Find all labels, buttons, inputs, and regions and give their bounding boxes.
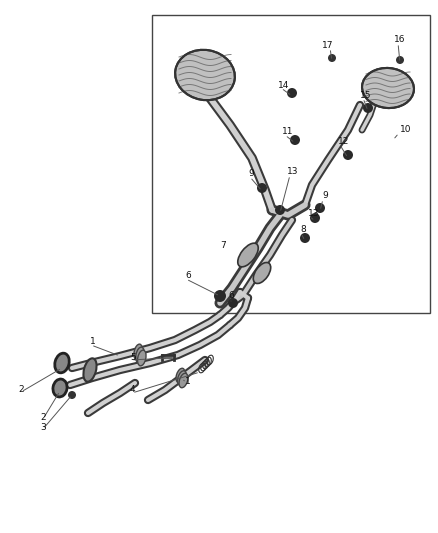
Ellipse shape [362,68,414,108]
Text: 16: 16 [394,36,406,44]
Circle shape [275,205,285,215]
Text: 1: 1 [185,376,191,385]
Ellipse shape [179,373,188,387]
Ellipse shape [55,353,69,373]
Text: 13: 13 [287,167,299,176]
Ellipse shape [138,350,146,366]
Text: 2: 2 [18,385,24,394]
Circle shape [310,213,320,223]
Text: 6: 6 [228,292,234,301]
Circle shape [68,391,76,399]
Circle shape [328,54,336,62]
Ellipse shape [83,358,96,382]
Ellipse shape [176,368,185,383]
Text: 8: 8 [300,225,306,235]
Circle shape [287,88,297,98]
Ellipse shape [53,379,67,397]
Ellipse shape [136,347,144,363]
Text: 7: 7 [220,241,226,251]
Circle shape [290,135,300,145]
Ellipse shape [177,371,187,385]
Circle shape [300,233,310,243]
Circle shape [315,203,325,213]
Text: 9: 9 [322,191,328,200]
Text: 15: 15 [360,91,371,100]
Text: 9: 9 [248,169,254,179]
Text: 2: 2 [40,413,46,422]
Ellipse shape [134,344,142,360]
Ellipse shape [175,50,235,100]
Bar [152,15,430,313]
Ellipse shape [253,262,271,284]
Text: 14: 14 [278,80,290,90]
Circle shape [363,103,373,113]
Text: 6: 6 [185,271,191,280]
Circle shape [228,298,238,308]
Circle shape [343,150,353,160]
Text: 5: 5 [130,352,136,361]
Text: 17: 17 [322,41,333,50]
Text: 13: 13 [308,208,319,217]
Circle shape [396,56,404,64]
Text: 11: 11 [282,127,293,136]
Text: 12: 12 [338,138,350,147]
Circle shape [214,290,226,302]
Text: 10: 10 [400,125,411,134]
Text: 3: 3 [40,424,46,432]
Text: 4: 4 [130,385,136,394]
Ellipse shape [238,243,258,267]
Text: 1: 1 [90,337,96,346]
Circle shape [257,183,267,193]
